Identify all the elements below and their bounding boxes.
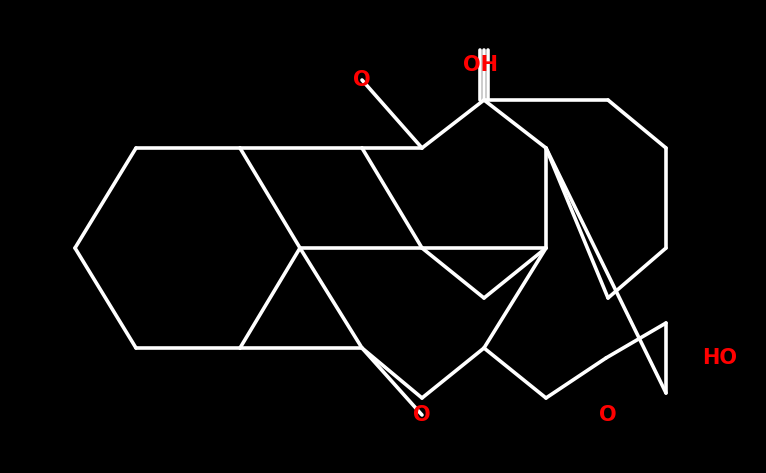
- Text: O: O: [599, 405, 617, 425]
- Text: HO: HO: [702, 348, 738, 368]
- Text: OH: OH: [463, 55, 497, 75]
- Text: O: O: [413, 405, 430, 425]
- Text: O: O: [353, 70, 371, 90]
